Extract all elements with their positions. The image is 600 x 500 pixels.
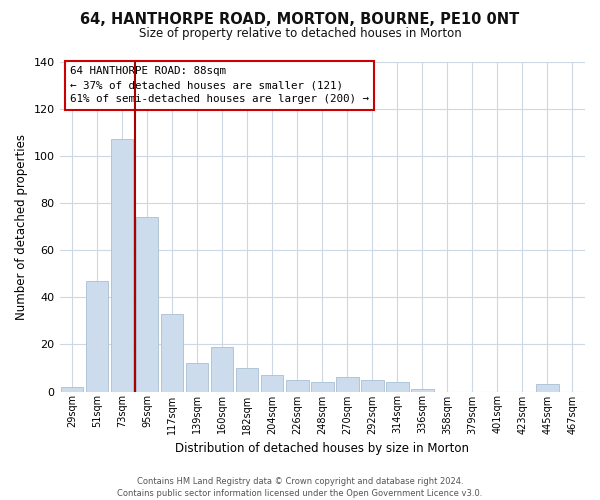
- Text: 64, HANTHORPE ROAD, MORTON, BOURNE, PE10 0NT: 64, HANTHORPE ROAD, MORTON, BOURNE, PE10…: [80, 12, 520, 28]
- X-axis label: Distribution of detached houses by size in Morton: Distribution of detached houses by size …: [175, 442, 469, 455]
- Bar: [236, 368, 259, 392]
- Bar: [111, 140, 133, 392]
- Bar: [86, 280, 109, 392]
- Bar: [186, 363, 208, 392]
- Bar: [211, 346, 233, 392]
- Bar: [386, 382, 409, 392]
- Bar: [536, 384, 559, 392]
- Bar: [336, 378, 359, 392]
- Text: Size of property relative to detached houses in Morton: Size of property relative to detached ho…: [139, 28, 461, 40]
- Bar: [61, 387, 83, 392]
- Y-axis label: Number of detached properties: Number of detached properties: [15, 134, 28, 320]
- Bar: [161, 314, 184, 392]
- Bar: [136, 217, 158, 392]
- Text: 64 HANTHORPE ROAD: 88sqm
← 37% of detached houses are smaller (121)
61% of semi-: 64 HANTHORPE ROAD: 88sqm ← 37% of detach…: [70, 66, 369, 104]
- Bar: [311, 382, 334, 392]
- Bar: [361, 380, 383, 392]
- Bar: [411, 389, 434, 392]
- Bar: [261, 375, 283, 392]
- Text: Contains HM Land Registry data © Crown copyright and database right 2024.
Contai: Contains HM Land Registry data © Crown c…: [118, 476, 482, 498]
- Bar: [286, 380, 308, 392]
